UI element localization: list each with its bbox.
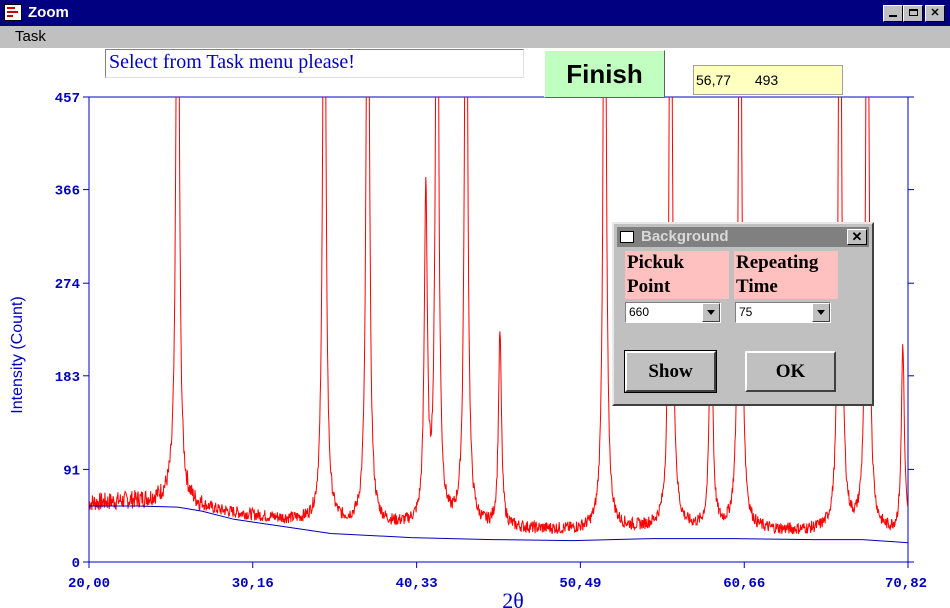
dialog-close-button[interactable]: ✕	[847, 229, 867, 245]
status-message-box: Select from Task menu please!	[105, 49, 524, 78]
close-icon: ✕	[851, 229, 863, 244]
maximize-icon	[908, 9, 918, 16]
plot-frame	[88, 96, 909, 563]
x-tick-label: 40,33	[396, 576, 438, 592]
repeating-time-select[interactable]: 75	[735, 302, 831, 323]
cursor-y-value: 493	[754, 72, 779, 88]
menu-task[interactable]: Task	[15, 28, 46, 45]
ok-button[interactable]: OK	[745, 351, 836, 392]
x-tick-label: 20,00	[68, 576, 110, 592]
y-tick-label: 274	[55, 277, 80, 293]
minimize-icon	[889, 15, 897, 17]
window-title-bar[interactable]: Zoom ✕	[0, 0, 950, 26]
y-axis: 0 91 183 274 366 457	[55, 91, 914, 572]
background-dialog: Background ✕ Pickuk Point Repeating Time…	[612, 222, 874, 406]
cursor-coordinate-readout: 56,77 493	[693, 65, 843, 95]
close-icon: ✕	[930, 7, 940, 19]
pickup-point-select[interactable]: 660	[625, 302, 721, 323]
maximize-button[interactable]	[903, 5, 923, 22]
close-button[interactable]: ✕	[925, 5, 945, 22]
chevron-down-icon[interactable]	[812, 303, 830, 322]
repeating-time-value: 75	[739, 305, 753, 319]
y-tick-label: 457	[55, 91, 80, 107]
pickup-point-value: 660	[629, 305, 650, 319]
app-chart-icon[interactable]	[4, 4, 22, 21]
window-title: Zoom	[28, 4, 69, 21]
y-tick-label: 0	[72, 556, 80, 572]
x-tick-label: 70,82	[885, 576, 927, 592]
x-tick-label: 60,66	[723, 576, 765, 592]
series-measured	[89, 97, 908, 535]
dialog-title: Background	[641, 228, 729, 245]
repeat-label-line1: Repeating	[736, 252, 819, 273]
x-tick-label: 30,16	[232, 576, 274, 592]
pickup-label-line1: Pickuk	[627, 252, 685, 273]
x-axis: 20,00 30,16 40,33 50,49 60,66 70,82	[68, 562, 927, 592]
repeat-label-line2: Time	[736, 276, 778, 297]
pickup-point-label: Pickuk Point	[625, 251, 729, 299]
y-axis-label: Intensity (Count)	[9, 296, 26, 413]
menu-bar: Task	[0, 26, 950, 48]
finish-button[interactable]: Finish	[544, 50, 665, 98]
show-button[interactable]: Show	[624, 350, 717, 393]
y-tick-label: 91	[63, 463, 80, 479]
series-background	[89, 505, 908, 544]
cursor-x-value: 56,77	[696, 72, 732, 88]
dialog-window-icon	[620, 231, 634, 243]
dialog-title-bar[interactable]: Background ✕	[617, 227, 869, 247]
x-tick-label: 50,49	[559, 576, 601, 592]
y-tick-label: 183	[55, 370, 80, 386]
y-tick-label: 366	[55, 184, 80, 200]
x-axis-label: 2θ	[502, 588, 524, 608]
chevron-down-icon[interactable]	[702, 303, 720, 322]
minimize-button[interactable]	[883, 5, 903, 22]
pickup-label-line2: Point	[627, 276, 671, 297]
repeating-time-label: Repeating Time	[734, 251, 838, 299]
